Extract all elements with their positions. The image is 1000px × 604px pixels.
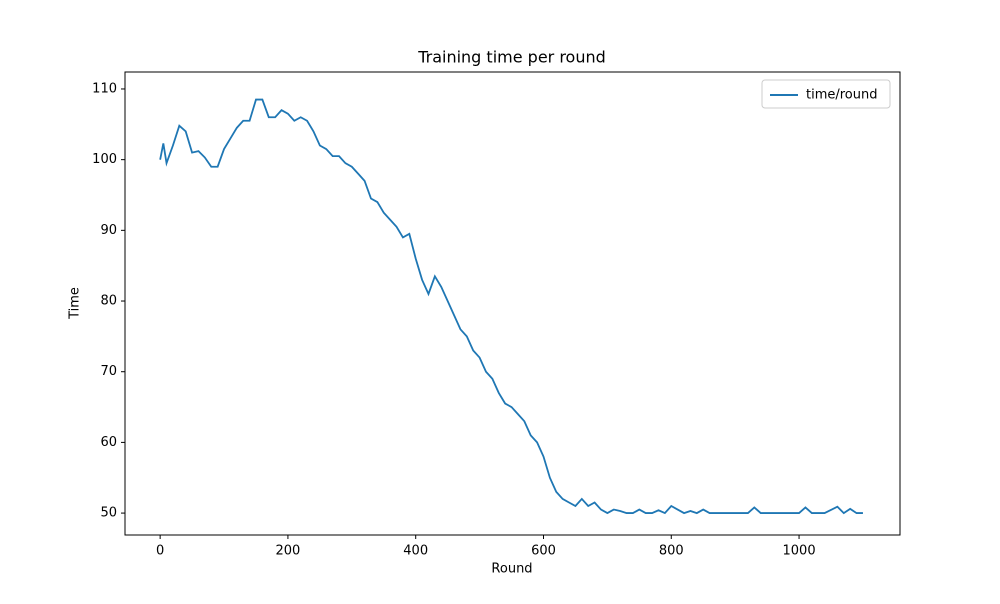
x-tick-label: 1000 [783,544,816,559]
chart-title: Training time per round [417,48,606,67]
x-tick-label: 800 [659,544,684,559]
y-tick-label: 60 [100,435,117,450]
x-tick-label: 200 [276,544,301,559]
y-tick-label: 50 [100,506,117,521]
x-tick-label: 600 [531,544,556,559]
line [159,98,863,515]
legend-box [761,79,891,109]
x-tick-label: 0 [156,544,164,559]
legend-label: time/round [806,88,878,103]
y-tick-label: 100 [92,152,117,167]
y-axis-label: Time [68,287,83,320]
y-tick-label: 90 [100,223,117,238]
x-axis-label: Round [491,562,532,577]
y-tick-label: 110 [92,81,117,96]
x-tick-label: 400 [403,544,428,559]
y-tick-label: 70 [100,364,117,379]
plot-frame [124,71,901,536]
y-tick-label: 80 [100,294,117,309]
